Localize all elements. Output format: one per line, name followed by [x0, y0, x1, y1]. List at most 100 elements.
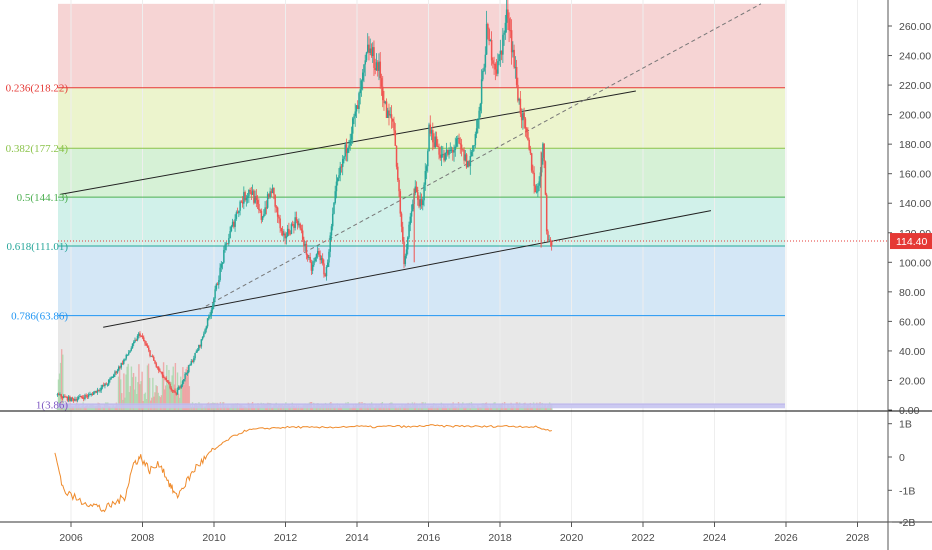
price-candle	[510, 30, 513, 53]
volume-bar	[144, 392, 147, 410]
price-candle	[80, 395, 82, 398]
volume-bar	[102, 407, 105, 410]
price-candle	[367, 44, 369, 53]
volume-bar	[459, 407, 462, 410]
price-candle	[525, 128, 528, 132]
price-candle	[428, 124, 430, 152]
price-candle	[354, 111, 356, 117]
price-candle	[150, 355, 153, 357]
price-candle	[420, 199, 423, 206]
price-candle	[102, 385, 105, 387]
price-candle	[246, 196, 249, 198]
price-candle	[427, 151, 429, 167]
volume-bar	[496, 407, 498, 410]
volume-bar	[446, 407, 448, 410]
time-axis[interactable]: 2006 2008 2010 2012 2014 2016 2018 2020 2022 2024…	[59, 522, 869, 544]
volume-bar	[152, 377, 154, 410]
price-candle	[518, 98, 520, 101]
price-candle	[139, 333, 141, 336]
volume-bar	[183, 384, 185, 410]
volume-bar	[119, 379, 122, 410]
price-candle	[314, 257, 316, 262]
volume-bar	[156, 386, 158, 410]
volume-bar	[203, 406, 206, 410]
price-candle	[483, 67, 485, 71]
price-candle	[70, 397, 72, 402]
price-axis[interactable]: 260.00 240.00 220.00 200.00 180.00 160.00 140.…	[888, 21, 931, 417]
price-candle	[520, 113, 523, 121]
price-candle	[543, 143, 545, 162]
volume-bar	[100, 407, 103, 410]
price-candle	[299, 223, 301, 229]
price-candle	[90, 394, 92, 396]
price-candle	[375, 62, 378, 71]
price-candle	[89, 394, 91, 396]
trendline-0[interactable]	[60, 90, 636, 195]
price-candle	[110, 377, 113, 379]
price-candle	[425, 166, 428, 171]
volume-bar	[111, 406, 113, 410]
price-candle	[505, 9, 508, 23]
trendline-2[interactable]	[199, 3, 762, 311]
price-candle	[226, 243, 229, 245]
volume-bar	[420, 407, 422, 410]
volume-bar	[141, 371, 143, 410]
volume-bar	[123, 373, 125, 410]
price-candle	[493, 63, 495, 65]
price-candle	[324, 274, 326, 277]
price-candle	[186, 372, 189, 374]
volume-bar	[138, 364, 140, 410]
price-candle	[199, 345, 201, 347]
price-candle	[136, 335, 139, 341]
price-candle	[118, 366, 120, 371]
price-candle	[485, 23, 488, 55]
volume-bar	[337, 407, 340, 410]
price-candle	[545, 194, 548, 232]
volume-bar	[509, 407, 511, 410]
volume-bar	[373, 407, 375, 410]
volume-bar	[184, 378, 186, 410]
volume-bar	[427, 407, 430, 410]
price-candle	[256, 200, 259, 205]
time-tick-label: 2024	[703, 532, 727, 544]
price-candle	[85, 395, 87, 397]
price-candle	[82, 397, 85, 399]
price-candle	[412, 204, 414, 212]
volume-bar	[173, 384, 176, 410]
price-candle	[363, 64, 365, 73]
indicator-tick-label: -1B	[899, 485, 915, 497]
trendline-1[interactable]	[103, 210, 712, 328]
price-candle	[115, 371, 118, 373]
price-candle	[313, 261, 315, 265]
price-candle	[429, 124, 432, 134]
price-candle	[59, 394, 61, 396]
fib-label-5: 1(3.86)	[36, 399, 68, 411]
price-candle	[410, 211, 413, 217]
price-candle	[259, 209, 261, 211]
volume-bar	[449, 407, 451, 410]
price-candle	[415, 186, 418, 193]
price-candle	[129, 350, 131, 353]
price-candle	[148, 347, 150, 351]
volume-bar	[237, 407, 240, 410]
price-candle	[550, 241, 553, 246]
price-candle	[423, 184, 425, 201]
price-candle	[260, 210, 263, 220]
price-candle	[84, 395, 86, 399]
indicator-axis[interactable]: 1B 0 -1B -2B	[888, 419, 915, 529]
price-candle	[358, 93, 360, 109]
price-tick-label: 20.00	[899, 375, 925, 387]
price-candle	[484, 54, 487, 68]
volume-bar	[418, 407, 420, 410]
price-candle	[108, 380, 110, 385]
price-candle	[250, 191, 253, 195]
volume-bar	[175, 388, 178, 410]
volume-bar	[540, 407, 542, 410]
volume-bar	[311, 407, 314, 410]
volume-bar	[190, 406, 193, 410]
price-candle	[473, 145, 475, 147]
time-tick-label: 2020	[560, 532, 584, 544]
indicator-line	[54, 424, 552, 513]
